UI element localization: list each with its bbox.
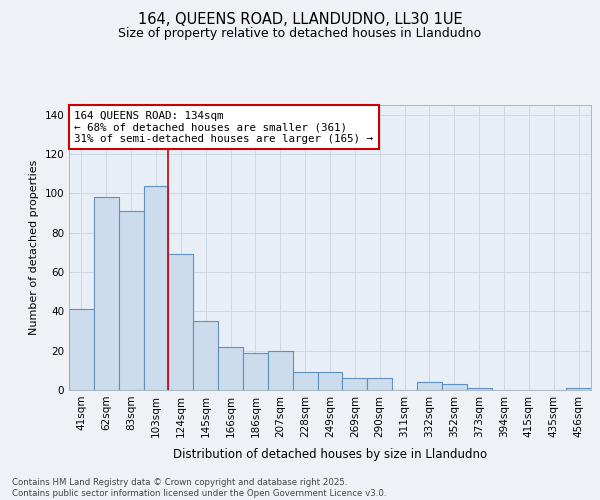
Bar: [343, 378, 367, 390]
Bar: [566, 388, 591, 390]
Bar: [467, 388, 491, 390]
Bar: [218, 347, 243, 390]
Bar: [317, 372, 343, 390]
Bar: [243, 352, 268, 390]
Bar: [193, 321, 218, 390]
Text: Contains HM Land Registry data © Crown copyright and database right 2025.
Contai: Contains HM Land Registry data © Crown c…: [12, 478, 386, 498]
Bar: [367, 378, 392, 390]
Bar: [119, 211, 143, 390]
Text: 164 QUEENS ROAD: 134sqm
← 68% of detached houses are smaller (361)
31% of semi-d: 164 QUEENS ROAD: 134sqm ← 68% of detache…: [74, 110, 373, 144]
X-axis label: Distribution of detached houses by size in Llandudno: Distribution of detached houses by size …: [173, 448, 487, 461]
Y-axis label: Number of detached properties: Number of detached properties: [29, 160, 39, 335]
Bar: [169, 254, 193, 390]
Bar: [417, 382, 442, 390]
Bar: [293, 372, 317, 390]
Bar: [268, 350, 293, 390]
Text: Size of property relative to detached houses in Llandudno: Size of property relative to detached ho…: [118, 28, 482, 40]
Bar: [69, 310, 94, 390]
Text: 164, QUEENS ROAD, LLANDUDNO, LL30 1UE: 164, QUEENS ROAD, LLANDUDNO, LL30 1UE: [137, 12, 463, 28]
Bar: [143, 186, 169, 390]
Bar: [94, 198, 119, 390]
Bar: [442, 384, 467, 390]
